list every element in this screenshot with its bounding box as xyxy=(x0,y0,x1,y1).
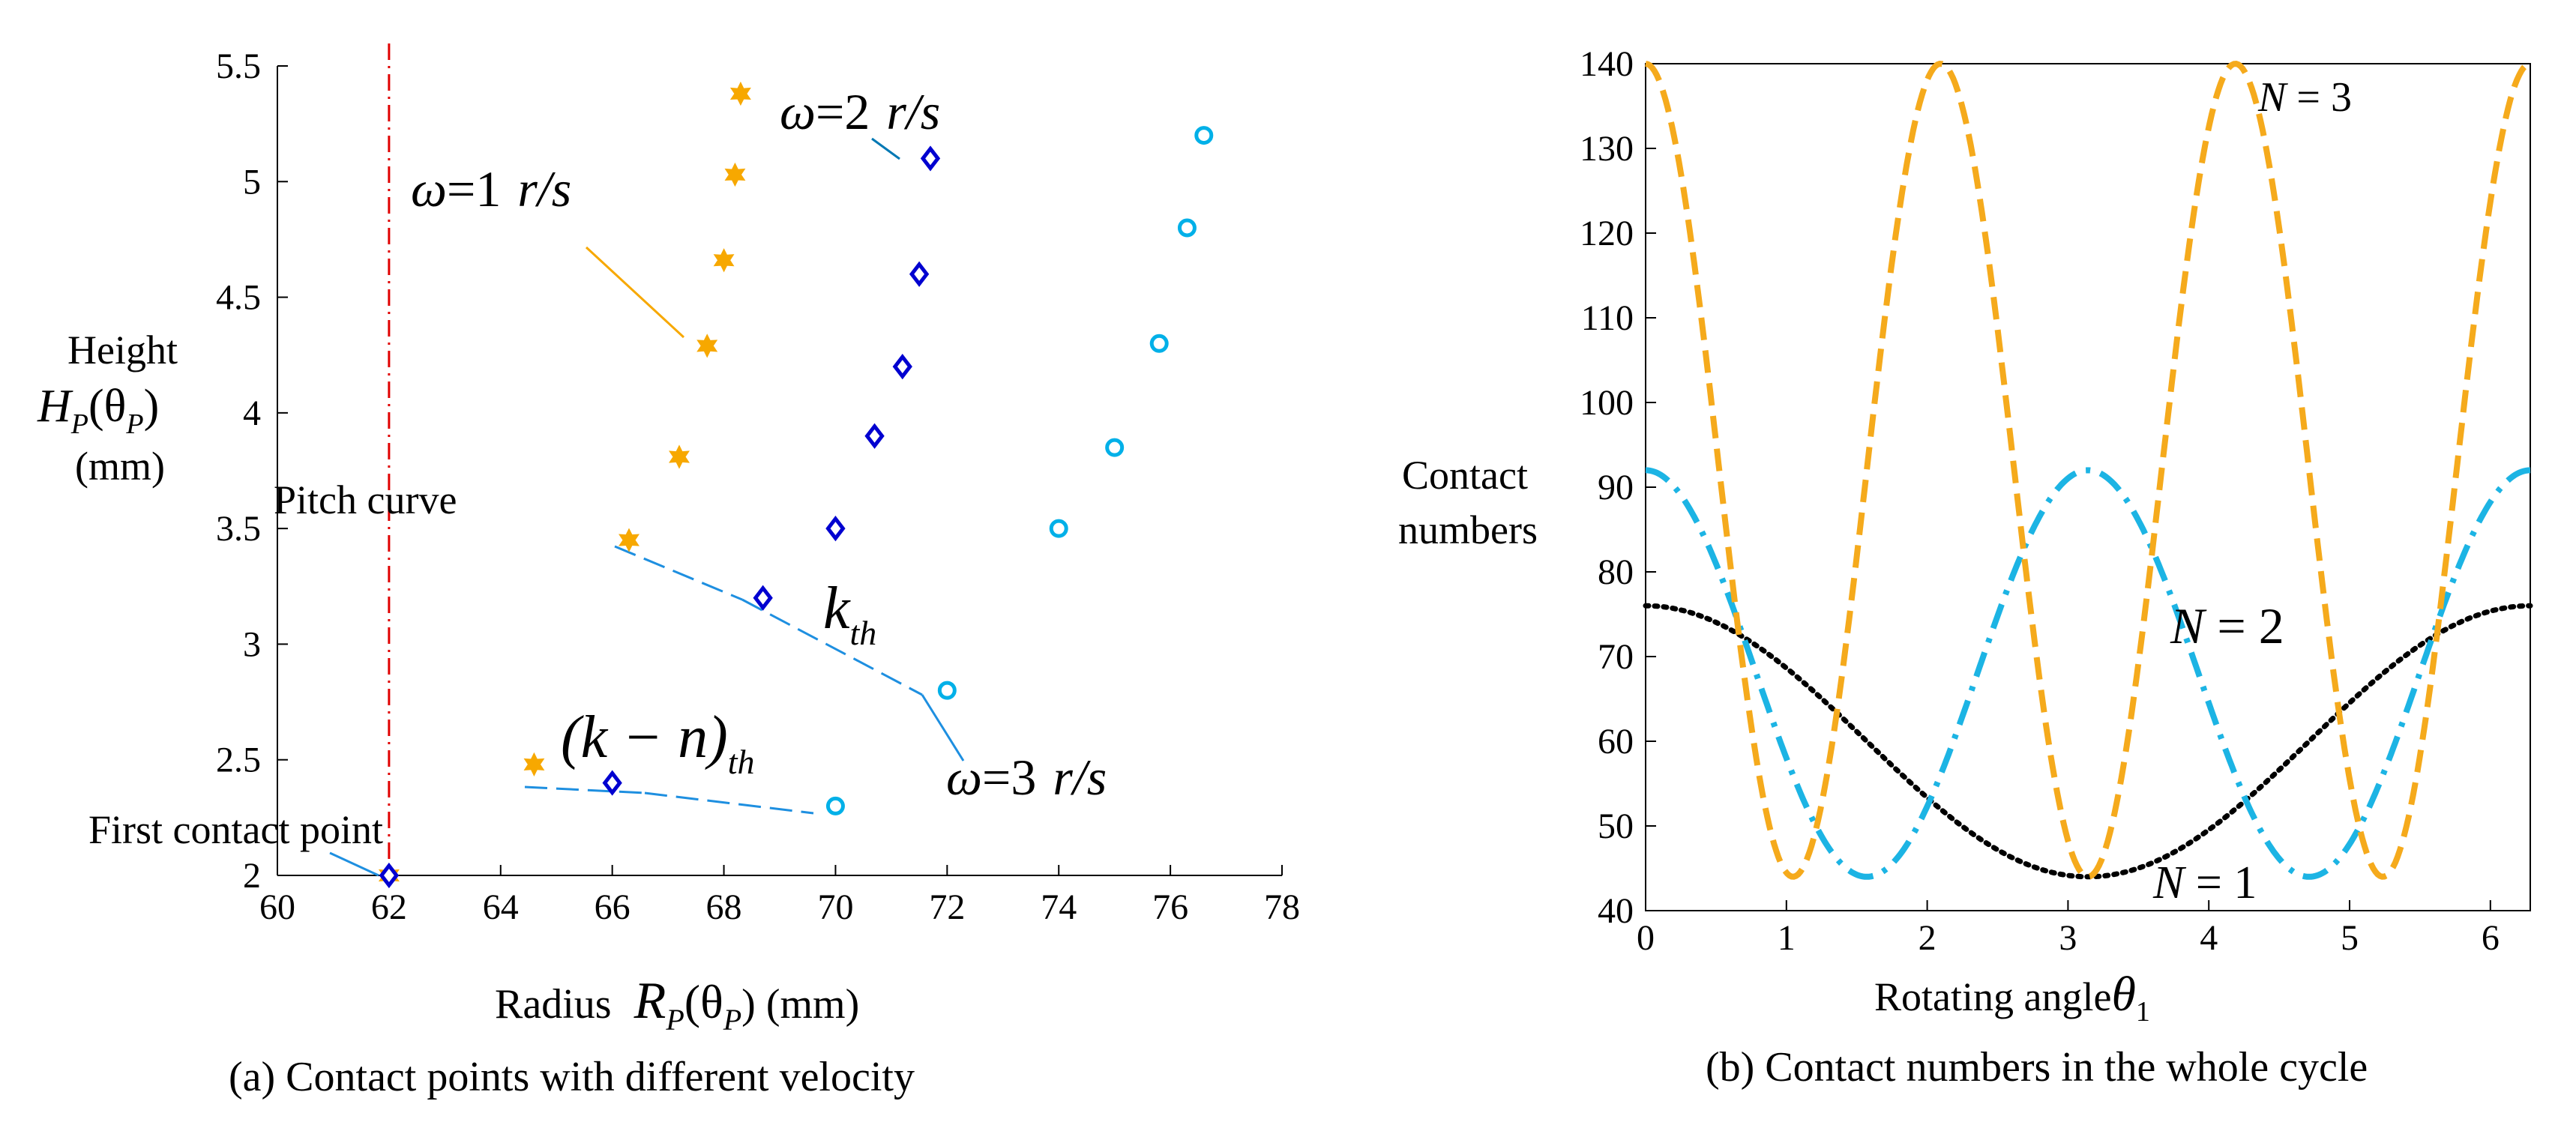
chart-a-x-tick-label: 64 xyxy=(483,887,519,927)
chart-b-xlabel: Rotating angleθ1 xyxy=(1874,967,2150,1028)
annotation-w2: ω=2 r/s xyxy=(780,83,940,140)
chart-b-x-tick-label: 4 xyxy=(2200,918,2218,958)
chart-b: 0 1 2 3 4 5 6 40 50 60 70 80 90 100 110 120 130 140 N = … xyxy=(1398,44,2533,1091)
annotation-w3: ω=3 r/s xyxy=(946,749,1107,806)
marker-star xyxy=(669,444,690,469)
chart-b-x-tick-label: 3 xyxy=(2059,918,2077,958)
chart-a-ylabel-symbol: HP(θP) xyxy=(37,381,159,440)
chart-b-y-tick-label: 130 xyxy=(1580,129,1634,169)
marker-circle xyxy=(1105,438,1125,457)
annotation-w1: ω=1 r/s xyxy=(411,160,571,217)
chart-a-ylabel-unit: (mm) xyxy=(75,444,165,489)
chart-a-y-tick-label: 2 xyxy=(243,856,261,896)
marker-star xyxy=(523,752,545,777)
chart-b-y-tick-label: 110 xyxy=(1581,298,1634,338)
marker-star xyxy=(729,81,751,106)
chart-b-y-tick-label: 90 xyxy=(1598,468,1634,507)
annotation-knth: (k − n)th xyxy=(561,705,755,781)
series-line-n3 xyxy=(1645,61,2531,880)
chart-b-y-tick-label: 80 xyxy=(1598,552,1634,592)
chart-a-x-tick-label: 60 xyxy=(259,887,295,927)
chart-a-xlabel: Radius RP(θP) (mm) xyxy=(495,972,859,1037)
chart-a-ylabel-line1: Height xyxy=(67,328,178,373)
caption-b: (b) Contact numbers in the whole cycle xyxy=(1706,1044,2368,1091)
chart-a-x-tick-label: 74 xyxy=(1041,887,1077,927)
chart-a-y-tick-label: 4.5 xyxy=(216,278,261,318)
series-line-n1 xyxy=(1643,603,2533,880)
chart-a-y-ticks: 2 2.5 3 3.5 4 4.5 5 5.5 xyxy=(216,46,288,896)
chart-a-y-tick-label: 4 xyxy=(243,393,261,433)
leader-first-contact xyxy=(329,851,379,877)
chart-a-y-tick-label: 5.5 xyxy=(216,46,261,86)
chart-b-y-tick-label: 50 xyxy=(1598,806,1634,846)
marker-circle xyxy=(1149,334,1169,353)
leader-w1 xyxy=(585,246,685,339)
chart-b-y-tick-label: 40 xyxy=(1598,891,1634,931)
leader-knth-1 xyxy=(524,785,645,794)
chart-a-x-tick-label: 68 xyxy=(706,887,742,927)
chart-a-x-tick-label: 62 xyxy=(371,887,407,927)
chart-a-x-ticks: 60 62 64 66 68 70 72 74 76 78 xyxy=(259,865,1300,927)
leader-w3 xyxy=(921,694,965,761)
marker-circle xyxy=(1177,218,1197,238)
marker-diamond xyxy=(602,770,622,796)
marker-diamond xyxy=(753,585,773,611)
marker-diamond xyxy=(892,354,912,380)
marker-circle xyxy=(825,796,845,815)
label-n2: N = 2 xyxy=(2170,597,2284,654)
chart-a-y-tick-label: 2.5 xyxy=(216,741,261,780)
chart-a-y-tick-label: 5 xyxy=(243,162,261,202)
pitch-curve-label: Pitch curve xyxy=(274,477,457,522)
chart-a-x-tick-label: 66 xyxy=(595,887,631,927)
chart-b-x-ticks: 0 1 2 3 4 5 6 xyxy=(1637,900,2500,958)
chart-b-y-tick-label: 60 xyxy=(1598,722,1634,761)
annotation-kth: kth xyxy=(823,576,876,652)
marker-diamond xyxy=(920,145,941,172)
chart-b-y-tick-label: 140 xyxy=(1580,44,1634,84)
annotation-first-contact: First contact point xyxy=(88,807,383,852)
leader-kth-2 xyxy=(741,598,923,696)
leader-knth-2 xyxy=(644,791,814,815)
marker-circle xyxy=(937,681,957,700)
chart-a-x-tick-label: 76 xyxy=(1152,887,1188,927)
chart-a-x-tick-label: 78 xyxy=(1264,887,1300,927)
leader-kth-1 xyxy=(614,545,743,601)
chart-a-markers xyxy=(378,81,1214,889)
chart-b-plot-frame xyxy=(1645,63,2531,911)
chart-b-ylabel-line2: numbers xyxy=(1398,507,1538,552)
series-line-n2 xyxy=(1645,467,2531,880)
label-n3: N = 3 xyxy=(2257,74,2352,121)
chart-b-x-tick-label: 2 xyxy=(1919,918,1936,958)
chart-b-x-tick-label: 6 xyxy=(2482,918,2500,958)
marker-diamond xyxy=(864,423,885,449)
marker-diamond xyxy=(379,862,400,889)
chart-b-y-ticks: 40 50 60 70 80 90 100 110 120 130 140 xyxy=(1580,44,1656,931)
chart-b-x-tick-label: 0 xyxy=(1637,918,1655,958)
chart-b-lines xyxy=(1643,61,2533,880)
marker-diamond xyxy=(909,261,930,287)
chart-a-y-tick-label: 3.5 xyxy=(216,509,261,549)
chart-b-y-tick-label: 120 xyxy=(1580,214,1634,253)
chart-a: 60 62 64 66 68 70 72 74 76 78 2 2.5 3 3.5 4 4.5 5 5.5 Pi… xyxy=(37,43,1300,1100)
label-n1: N = 1 xyxy=(2152,857,2257,908)
chart-b-x-tick-label: 1 xyxy=(1778,918,1796,958)
marker-star xyxy=(696,334,718,358)
chart-b-x-tick-label: 5 xyxy=(2341,918,2359,958)
chart-a-y-tick-label: 3 xyxy=(243,624,261,664)
marker-star xyxy=(724,162,746,187)
leader-w2 xyxy=(871,137,900,160)
chart-b-y-tick-label: 100 xyxy=(1580,383,1634,423)
marker-circle xyxy=(1194,126,1214,145)
chart-a-x-tick-label: 72 xyxy=(929,887,965,927)
chart-b-y-tick-label: 70 xyxy=(1598,637,1634,677)
marker-circle xyxy=(1049,519,1068,538)
marker-diamond xyxy=(825,516,846,542)
chart-b-ylabel-line1: Contact xyxy=(1402,453,1528,498)
marker-star xyxy=(619,528,640,552)
marker-star xyxy=(713,248,735,273)
caption-a: (a) Contact points with different veloci… xyxy=(229,1054,915,1100)
chart-a-x-tick-label: 70 xyxy=(817,887,853,927)
chart-a-leaders xyxy=(329,137,965,877)
